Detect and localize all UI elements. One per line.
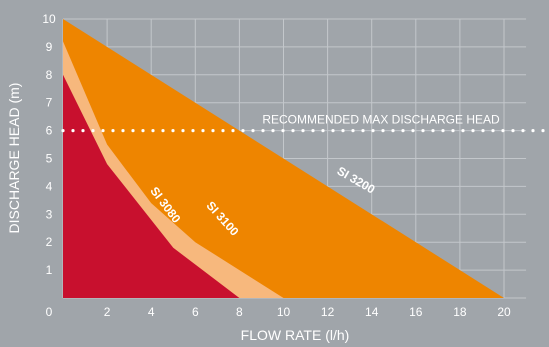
- y-tick-label-7: 7: [46, 96, 53, 110]
- x-tick-label-18: 18: [453, 305, 467, 319]
- y-tick-label-1: 1: [46, 263, 53, 277]
- y-tick-label-8: 8: [46, 68, 53, 82]
- series-areas: [63, 19, 504, 298]
- y-tick-label-6: 6: [46, 124, 53, 138]
- x-tick-label-8: 8: [236, 305, 243, 319]
- x-tick-label-10: 10: [277, 305, 291, 319]
- x-tick-label-0: 0: [46, 305, 53, 319]
- y-axis-title: DISCHARGE HEAD (m): [6, 83, 22, 234]
- x-tick-label-6: 6: [192, 305, 199, 319]
- y-tick-label-3: 3: [46, 207, 53, 221]
- x-tick-label-4: 4: [148, 305, 155, 319]
- y-tick-label-4: 4: [46, 179, 53, 193]
- y-tick-label-5: 5: [46, 152, 53, 166]
- x-tick-label-16: 16: [409, 305, 423, 319]
- x-tick-label-2: 2: [104, 305, 111, 319]
- x-tick-label-14: 14: [365, 305, 379, 319]
- annotations: RECOMMENDED MAX DISCHARGE HEAD: [61, 113, 549, 133]
- y-tick-label-2: 2: [46, 235, 53, 249]
- area-si-3080: [63, 74, 240, 298]
- x-axis-title: FLOW RATE (l/h): [241, 327, 350, 343]
- x-tick-label-12: 12: [321, 305, 335, 319]
- y-tick-label-9: 9: [46, 40, 53, 54]
- y-tick-label-10: 10: [42, 12, 56, 26]
- recommended-max-label: RECOMMENDED MAX DISCHARGE HEAD: [262, 113, 500, 127]
- x-tick-label-20: 20: [497, 305, 511, 319]
